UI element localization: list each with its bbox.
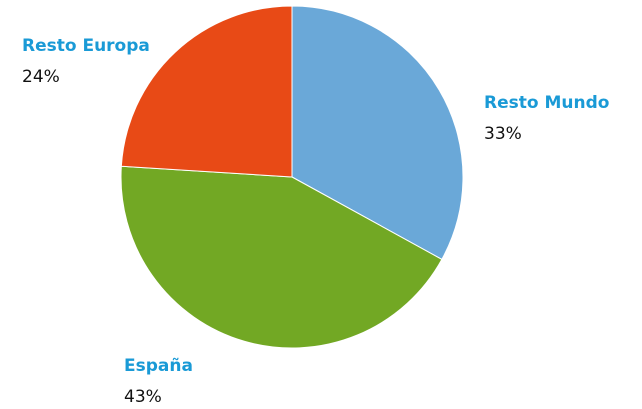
slice-value: 24% [22,67,60,87]
slice-value: 33% [484,124,522,144]
pie-slice [291,5,464,261]
slice-label: Resto Europa [22,36,150,56]
pie-slice [120,165,443,349]
pie-slice [120,5,293,178]
slice-label: España [124,356,193,376]
slice-label: Resto Mundo [484,93,609,113]
slice-value: 43% [124,387,162,407]
